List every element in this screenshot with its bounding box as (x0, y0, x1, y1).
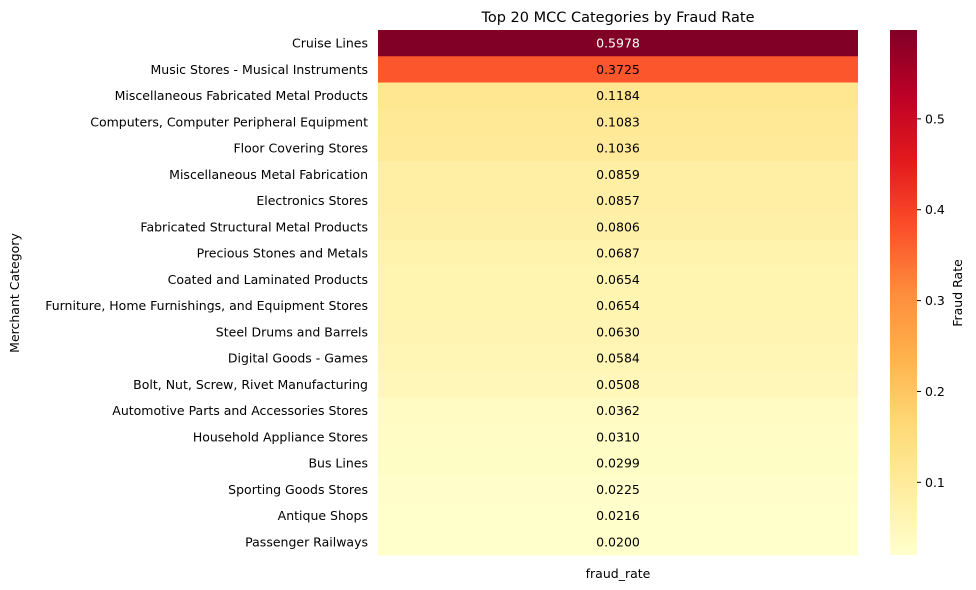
heatmap-cell (378, 318, 858, 346)
colorbar-ticks: 0.1 0.2 0.3 0.4 0.5 (917, 111, 945, 490)
heatmap-cell (378, 213, 858, 241)
colorbar-tick-label: 0.3 (925, 293, 945, 308)
cell-annotation: 0.0216 (596, 508, 640, 523)
y-tick-label: Coated and Laminated Products (168, 272, 368, 287)
y-tick-label: Music Stores - Musical Instruments (150, 62, 368, 77)
heatmap-cell (378, 266, 858, 293)
y-tick-label: Miscellaneous Fabricated Metal Products (115, 88, 368, 103)
cell-annotation: 0.1083 (596, 114, 640, 129)
heatmap-cell (378, 240, 858, 267)
y-tick-label: Household Appliance Stores (193, 429, 368, 444)
heatmap-cell (378, 161, 858, 188)
heatmap-cell (378, 292, 858, 320)
heatmap-cell (378, 187, 858, 215)
chart-title: Top 20 MCC Categories by Fraud Rate (480, 10, 754, 26)
y-tick-label: Passenger Railways (245, 534, 368, 549)
heatmap-cell (378, 82, 858, 110)
colorbar-tick-label: 0.5 (925, 111, 945, 126)
colorbar (890, 30, 917, 555)
heatmap-cell (378, 502, 858, 530)
heatmap-cell (378, 345, 858, 372)
heatmap-cell (378, 30, 858, 57)
heatmap-cell (378, 476, 858, 503)
cell-annotation: 0.0362 (596, 403, 640, 418)
cell-annotation: 0.0310 (596, 429, 640, 444)
y-tick-label: Electronics Stores (256, 193, 368, 208)
cell-annotation: 0.0584 (596, 351, 640, 366)
colorbar-label: Fraud Rate (950, 259, 965, 327)
cell-annotation: 0.0508 (596, 377, 640, 392)
x-tick-label: fraud_rate (586, 566, 651, 581)
y-tick-label: Automotive Parts and Accessories Stores (112, 403, 368, 418)
y-tick-labels: Cruise Lines Music Stores - Musical Instr… (45, 36, 368, 550)
cell-annotation: 0.1036 (596, 141, 640, 156)
y-tick-label: Steel Drums and Barrels (216, 324, 368, 339)
heatmap-cell (378, 450, 858, 477)
heatmap-cell (378, 108, 858, 136)
y-tick-label: Digital Goods - Games (228, 351, 368, 366)
y-tick-label: Precious Stones and Metals (197, 246, 368, 261)
y-tick-label: Cruise Lines (292, 36, 368, 51)
heatmap-cell (378, 423, 858, 451)
cell-annotations: 0.5978 0.3725 0.1184 0.1083 0.1036 0.0859 0.08… (596, 36, 640, 550)
y-tick-label: Bus Lines (308, 456, 368, 471)
y-tick-label: Sporting Goods Stores (228, 482, 368, 497)
cell-annotation: 0.0200 (596, 534, 640, 549)
colorbar-tick-label: 0.4 (925, 202, 945, 217)
heatmap-cell (378, 397, 858, 425)
cell-annotation: 0.5978 (596, 36, 640, 51)
heatmap-cell (378, 371, 858, 398)
heatmap-cells (378, 30, 858, 556)
colorbar-tick-label: 0.2 (925, 384, 945, 399)
cell-annotation: 0.0630 (596, 324, 640, 339)
y-tick-label: Fabricated Structural Metal Products (140, 219, 368, 234)
y-tick-label: Miscellaneous Metal Fabrication (169, 167, 368, 182)
y-axis-label: Merchant Category (7, 233, 22, 353)
y-tick-label: Bolt, Nut, Screw, Rivet Manufacturing (133, 377, 368, 392)
cell-annotation: 0.1184 (596, 88, 640, 103)
cell-annotation: 0.0225 (596, 482, 640, 497)
cell-annotation: 0.0654 (596, 272, 640, 287)
cell-annotation: 0.0859 (596, 167, 640, 182)
colorbar-tick-label: 0.1 (925, 475, 945, 490)
y-tick-label: Furniture, Home Furnishings, and Equipme… (45, 298, 368, 313)
y-tick-label: Antique Shops (278, 508, 368, 523)
cell-annotation: 0.0654 (596, 298, 640, 313)
heatmap-cell (378, 56, 858, 83)
y-tick-label: Floor Covering Stores (233, 141, 368, 156)
heatmap-cell (378, 528, 858, 556)
cell-annotation: 0.0687 (596, 246, 640, 261)
cell-annotation: 0.3725 (596, 62, 640, 77)
cell-annotation: 0.0806 (596, 219, 640, 234)
cell-annotation: 0.0857 (596, 193, 640, 208)
heatmap-cell (378, 135, 858, 162)
y-tick-label: Computers, Computer Peripheral Equipment (90, 114, 368, 129)
cell-annotation: 0.0299 (596, 456, 640, 471)
